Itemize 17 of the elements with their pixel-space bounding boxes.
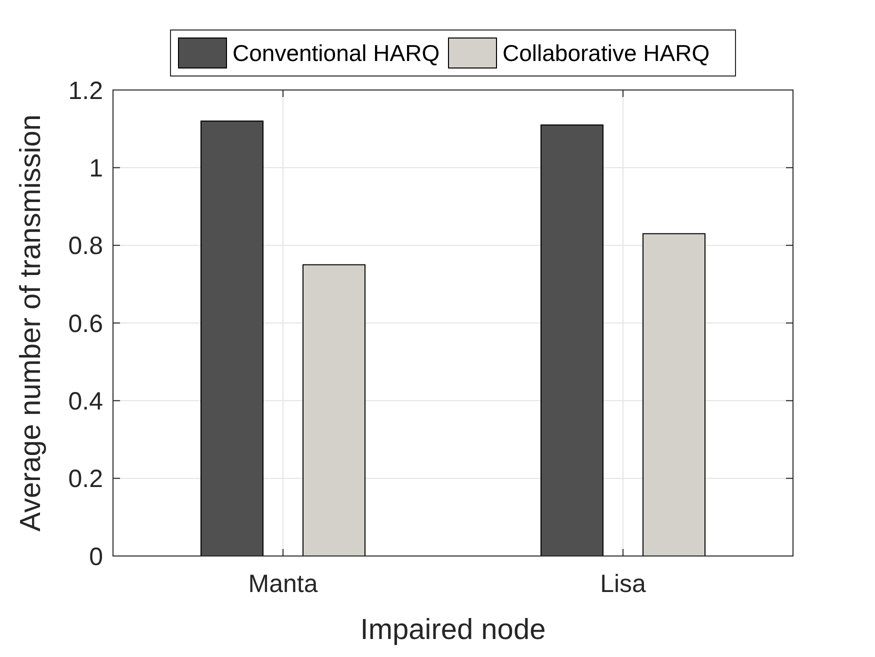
y-axis-title: Average number of transmission [15, 114, 47, 532]
legend-label: Collaborative HARQ [502, 40, 710, 66]
y-tick-label: 0.8 [68, 232, 103, 260]
bar [302, 264, 366, 556]
y-tick-label: 0 [89, 542, 103, 571]
y-tick-label: 1.2 [68, 76, 103, 105]
x-tick-label: Manta [248, 570, 318, 598]
y-tick-label: 0.4 [68, 387, 104, 416]
y-tick-label: 0.6 [68, 310, 103, 338]
bar [540, 124, 604, 556]
legend-label: Conventional HARQ [232, 40, 440, 66]
x-axis-title: Impaired node [360, 614, 546, 646]
y-tick-label: 1 [89, 154, 103, 182]
bar [642, 233, 706, 556]
bar [200, 120, 264, 556]
y-tick-label: 0.2 [68, 465, 103, 494]
x-tick-label: Lisa [600, 570, 646, 598]
